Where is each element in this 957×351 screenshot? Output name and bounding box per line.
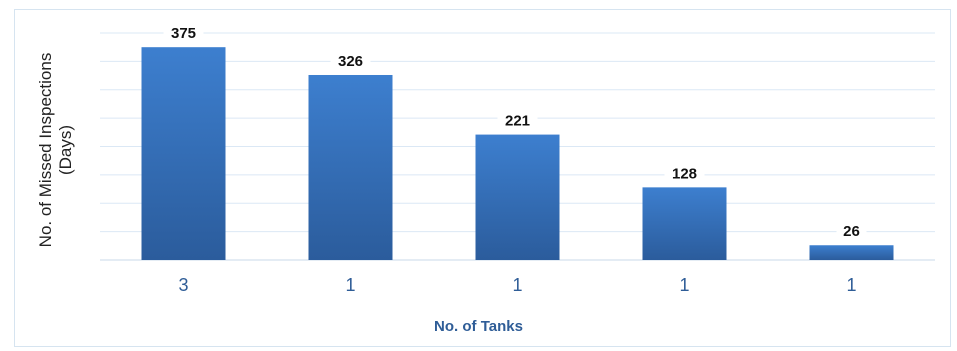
data-label-background [330, 49, 371, 69]
data-label-background [163, 22, 204, 42]
data-label: 326 [338, 53, 363, 70]
x-tick-label: 1 [345, 275, 355, 295]
x-tick-label: 1 [846, 275, 856, 295]
data-label: 375 [171, 25, 196, 42]
data-label: 221 [505, 113, 530, 130]
data-label: 26 [843, 223, 860, 240]
data-label-background [497, 109, 538, 129]
bar [141, 47, 226, 260]
data-label-background [664, 162, 705, 182]
x-tick-label: 1 [512, 275, 522, 295]
x-axis-title: No. of Tanks [434, 318, 523, 335]
bar [809, 245, 894, 260]
bar [475, 134, 560, 260]
data-label-background [836, 220, 867, 240]
bar [308, 74, 393, 261]
x-tick-label: 1 [679, 275, 689, 295]
x-tick-label: 3 [178, 275, 188, 295]
bar [642, 187, 727, 260]
data-label: 128 [672, 165, 697, 182]
